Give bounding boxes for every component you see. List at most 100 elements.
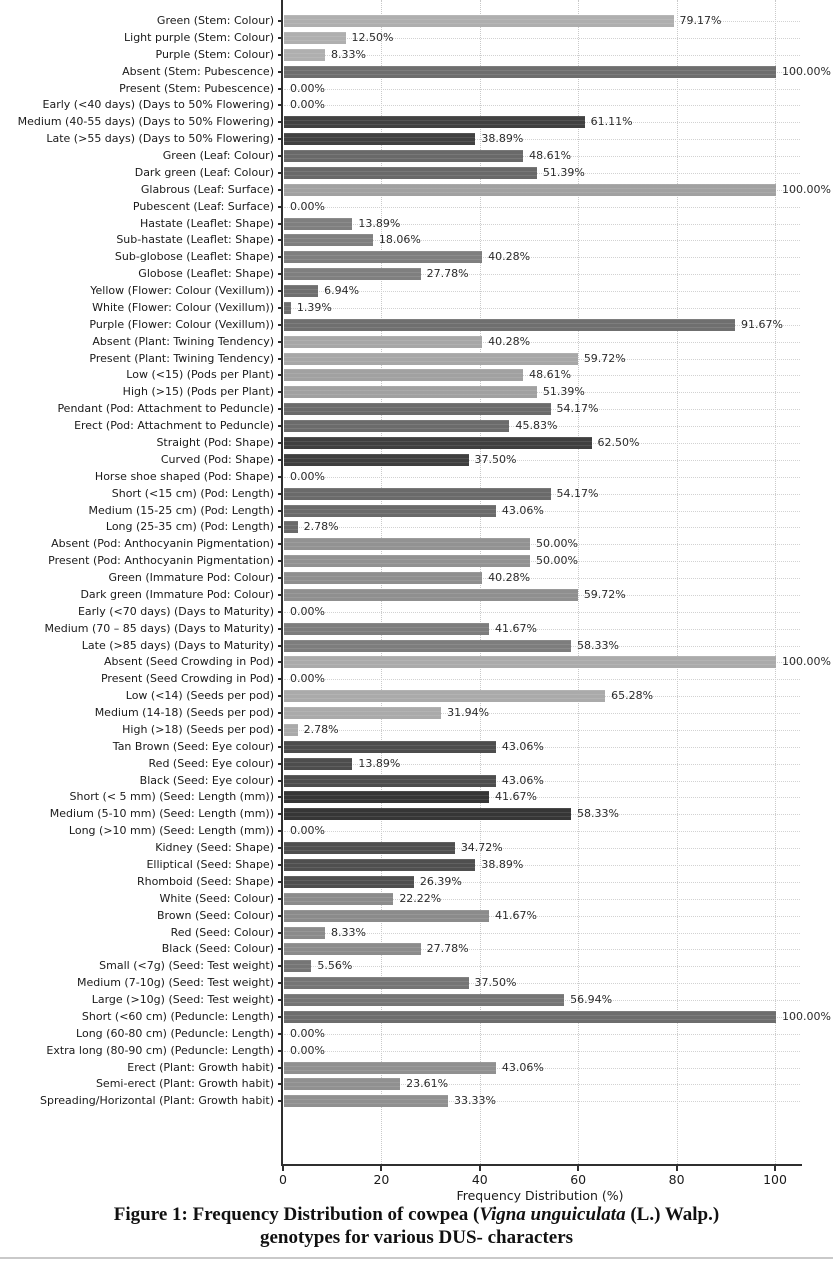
horizontal-gridline <box>284 898 800 900</box>
category-label: Rhomboid (Seed: Shape) <box>136 874 274 888</box>
category-label: Short (<60 cm) (Peduncle: Length) <box>81 1009 274 1023</box>
horizontal-gridline <box>284 257 800 259</box>
caption-line-1: Figure 1: Frequency Distribution of cowp… <box>113 1204 720 1225</box>
category-label: High (>18) (Seeds per pod) <box>122 722 274 736</box>
category-label: Kidney (Seed: Shape) <box>155 841 274 855</box>
horizontal-gridline <box>284 780 800 782</box>
bar <box>284 437 592 449</box>
bar <box>284 588 578 601</box>
y-axis-tick <box>278 222 283 225</box>
bar-value-label: 2.78% <box>303 722 339 736</box>
bar-value-label: 100.00% <box>782 655 831 669</box>
horizontal-gridline <box>284 865 800 866</box>
bar-value-label: 0.00% <box>290 81 325 95</box>
horizontal-gridline <box>284 88 800 90</box>
bar-value-label: 31.94% <box>447 706 490 720</box>
bar-value-label: 51.39% <box>542 165 585 179</box>
horizontal-gridline <box>284 54 800 56</box>
bar <box>284 1078 401 1091</box>
category-label: Medium (5-10 mm) (Seed: Length (mm)) <box>49 807 274 821</box>
bar-value-label: 0.00% <box>290 824 325 838</box>
y-axis-tick <box>278 458 283 461</box>
bar <box>284 1095 448 1108</box>
bottom-divider-line <box>0 1257 833 1259</box>
bar-value-label: 54.17% <box>556 402 599 416</box>
x-axis-line <box>281 1164 802 1166</box>
bar <box>284 859 476 871</box>
y-axis-tick <box>278 408 283 411</box>
bar <box>284 707 442 720</box>
category-label: Late (>55 days) (Days to 50% Flowering) <box>46 132 274 146</box>
y-axis-tick <box>278 914 283 917</box>
horizontal-gridline <box>284 476 800 478</box>
bar-value-label: 37.50% <box>474 452 517 466</box>
y-axis-tick <box>278 87 283 90</box>
bar <box>284 420 510 433</box>
category-label: Low (<15) (Pods per Plant) <box>126 368 274 382</box>
y-axis-tick <box>278 323 283 326</box>
bar-value-label: 40.28% <box>488 250 531 264</box>
bar <box>284 740 496 753</box>
horizontal-gridline <box>284 105 800 107</box>
bar-value-label: 8.33% <box>330 925 366 939</box>
bar <box>284 318 736 331</box>
bar-value-label: 100.00% <box>782 1009 831 1023</box>
bar-value-label: 1.39% <box>296 300 332 314</box>
bar-value-label: 54.17% <box>556 486 599 500</box>
figure-caption: Figure 1: Frequency Distribution of cowp… <box>0 1203 833 1249</box>
y-axis-tick <box>278 745 283 748</box>
x-axis-tick <box>478 1166 481 1171</box>
bar <box>284 166 537 179</box>
category-label: Early (<40 days) (Days to 50% Flowering) <box>42 98 274 112</box>
y-axis-tick <box>278 20 283 22</box>
category-label: Brown (Seed: Colour) <box>157 908 274 922</box>
y-axis-tick <box>278 121 283 124</box>
category-label: Straight (Pod: Shape) <box>156 436 274 449</box>
bar-value-label: 40.28% <box>488 334 531 348</box>
x-axis-tick-label: 80 <box>668 1172 685 1187</box>
y-axis-tick <box>278 155 283 158</box>
horizontal-gridline <box>284 763 800 765</box>
y-axis-tick <box>278 357 283 360</box>
y-axis-tick <box>278 897 283 900</box>
category-label: Tan Brown (Seed: Eye colour) <box>112 739 274 753</box>
bar-value-label: 56.94% <box>570 993 613 1007</box>
horizontal-gridline <box>284 392 800 394</box>
x-axis-tick <box>380 1166 383 1171</box>
category-label: Curved (Pod: Shape) <box>160 452 274 466</box>
bar-value-label: 61.11% <box>590 115 633 129</box>
y-axis-tick <box>278 965 283 968</box>
category-label: White (Flower: Colour (Vexillum)) <box>92 300 274 314</box>
y-axis-tick <box>278 1032 283 1035</box>
bar-value-label: 13.89% <box>358 216 401 230</box>
y-axis-tick <box>278 712 283 715</box>
species-name-italic: Vigna unguiculata <box>479 1204 626 1225</box>
bar <box>284 386 537 399</box>
category-label: Dark green (Leaf: Colour) <box>134 165 274 179</box>
bar-value-label: 2.78% <box>303 520 339 534</box>
horizontal-gridline <box>284 797 800 799</box>
x-axis-tick <box>282 1166 284 1171</box>
y-axis-tick <box>278 526 283 529</box>
horizontal-gridline <box>284 307 800 309</box>
category-label: Red (Seed: Colour) <box>170 925 274 939</box>
category-label: White (Seed: Colour) <box>159 891 274 905</box>
bar-value-label: 5.56% <box>317 959 353 973</box>
y-axis-tick <box>278 290 283 293</box>
category-label: Medium (7-10g) (Seed: Test weight) <box>76 976 274 990</box>
bar <box>284 504 496 517</box>
category-label: Horse shoe shaped (Pod: Shape) <box>94 469 274 483</box>
x-axis-title: Frequency Distribution (%) <box>456 1188 624 1203</box>
bar-value-label: 34.72% <box>460 841 503 855</box>
x-axis-tick <box>577 1166 580 1171</box>
bar-value-label: 0.00% <box>290 1043 325 1057</box>
horizontal-gridline <box>284 544 800 546</box>
horizontal-gridline <box>284 139 800 141</box>
y-axis-tick <box>278 492 283 495</box>
category-label: Globose (Leaflet: Shape) <box>138 267 274 281</box>
horizontal-gridline <box>284 831 800 833</box>
category-label: Present (Seed Crowding in Pod) <box>100 672 274 686</box>
y-axis-tick <box>278 695 283 698</box>
bar-value-label: 62.50% <box>597 436 640 449</box>
y-axis-tick <box>278 762 283 765</box>
